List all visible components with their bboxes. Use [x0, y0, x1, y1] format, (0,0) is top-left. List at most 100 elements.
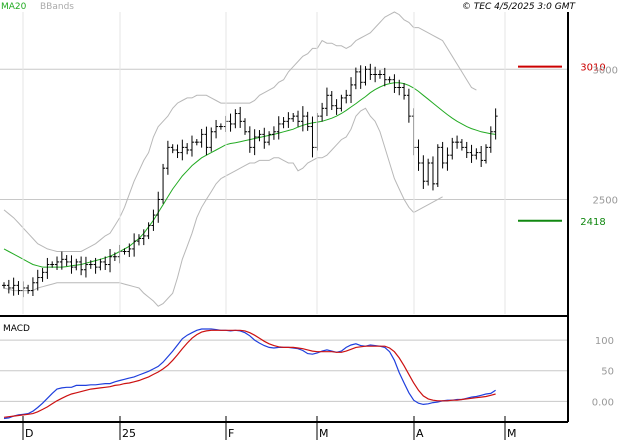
- x-tick: F: [225, 12, 234, 440]
- ohlc-bar: [488, 126, 493, 153]
- ohlc-bar: [136, 234, 141, 246]
- ohlc-bar: [233, 109, 238, 129]
- ohlc-bar: [165, 140, 170, 175]
- price-tick-label: 2500: [593, 195, 618, 206]
- price-levels: 3010 2418: [518, 63, 606, 228]
- ohlc-bar: [79, 256, 84, 276]
- ohlc-bar: [493, 108, 498, 140]
- ohlc-bar: [276, 116, 281, 140]
- macd-axis-labels: 100 50 0.00: [592, 336, 614, 408]
- ohlc-bar: [156, 191, 161, 223]
- ohlc-bar: [344, 89, 349, 104]
- ohlc-bar: [329, 91, 334, 111]
- ohlc-bar: [2, 282, 6, 289]
- x-tick-label: F: [228, 427, 234, 440]
- ohlc-bar: [55, 256, 60, 270]
- ohlc-bar: [35, 269, 40, 291]
- ohlc-bar: [88, 260, 93, 269]
- ohlc-bar: [349, 77, 354, 104]
- ohlc-bar: [373, 66, 378, 83]
- x-tick-label: A: [416, 427, 424, 440]
- ohlc-bar: [122, 248, 127, 255]
- ohlc-bar: [402, 83, 407, 100]
- ohlc-bar: [228, 113, 233, 132]
- ohlc-bar: [310, 116, 315, 158]
- ohlc-bar: [194, 139, 199, 146]
- ohlc-bar: [291, 112, 296, 122]
- ohlc-bar: [252, 129, 257, 156]
- ohlc-bar: [459, 139, 464, 151]
- ohlc-bar: [469, 144, 474, 163]
- x-tick: D: [22, 12, 33, 440]
- ohlc-bar: [112, 252, 117, 262]
- ohlc-bar: [98, 258, 103, 271]
- ohlc-bar: [132, 233, 137, 257]
- ohlc-bar: [108, 248, 113, 273]
- ohlc-bar: [440, 141, 445, 169]
- macd-gridlines: [0, 339, 568, 402]
- ohlc-bar: [11, 277, 16, 296]
- ohlc-bar: [45, 257, 50, 279]
- ohlc-bar: [484, 144, 488, 164]
- ohlc-bar: [146, 222, 151, 240]
- price-gridlines: [0, 68, 568, 200]
- ohlc-bar: [416, 139, 421, 171]
- legend-ma20: MA20: [1, 2, 27, 12]
- ohlc-bar: [397, 79, 402, 96]
- bb-lower-line: [3, 107, 443, 307]
- x-tick-label: 25: [122, 427, 136, 440]
- ohlc-bar: [353, 67, 358, 90]
- ohlc-bar: [286, 112, 291, 128]
- ohlc-bar: [6, 279, 11, 294]
- ohlc-bar: [257, 130, 262, 142]
- ohlc-bar: [450, 137, 455, 160]
- ohlc-bar: [170, 144, 175, 154]
- bb-upper-line: [3, 11, 477, 252]
- ohlc-bar: [382, 67, 387, 87]
- ohlc-bar: [377, 70, 382, 79]
- ohlc-bar: [430, 156, 435, 191]
- ohlc-bar: [296, 110, 301, 127]
- ohlc-bar: [238, 106, 243, 128]
- ohlc-bar: [161, 163, 166, 204]
- signal-series: [3, 329, 496, 418]
- macd-panel: 100 50 0.00 MACD: [0, 324, 614, 420]
- ohlc-bar: [151, 209, 156, 231]
- x-tick: A: [413, 12, 424, 440]
- ohlc-bar: [209, 127, 214, 152]
- ohlc-bar: [175, 144, 180, 159]
- ohlc-bar: [247, 126, 252, 153]
- ohlc-bar: [358, 65, 363, 89]
- ohlc-bar: [199, 128, 204, 148]
- ohlc-bar: [406, 88, 411, 123]
- ohlc-bar: [363, 66, 368, 86]
- ohlc-bar: [83, 256, 88, 278]
- ohlc-bar: [204, 126, 209, 156]
- ohlc-bar: [368, 63, 373, 80]
- timestamp: © TEC 4/5/2025 3:0 GMT: [462, 2, 577, 12]
- ohlc-bar: [324, 87, 329, 117]
- resistance-label: 3010: [580, 63, 605, 74]
- ohlc-bar: [180, 139, 185, 161]
- legend-bbands: BBands: [40, 2, 74, 12]
- ohlc-bar: [189, 135, 194, 157]
- ohlc-bar: [339, 94, 344, 112]
- macd-lines: [3, 328, 496, 420]
- ohlc-bar: [300, 106, 305, 132]
- ohlc-bar: [185, 143, 190, 155]
- ohlc-bar: [74, 258, 79, 271]
- macd-title: MACD: [3, 324, 30, 334]
- macd-series: [3, 328, 496, 420]
- ohlc-bar: [93, 257, 98, 274]
- ohlc-bar: [267, 131, 272, 146]
- ohlc-bar: [435, 144, 440, 187]
- price-panel: 3010 2418 2500 3000: [0, 11, 618, 314]
- x-axis-ticks: D 25 F M A M: [22, 12, 517, 440]
- ohlc-bar: [16, 281, 21, 295]
- ohlc-bar: [26, 284, 31, 294]
- ohlc-bar: [69, 255, 74, 274]
- ohlc-bar: [243, 118, 247, 135]
- ohlc-bar: [421, 155, 426, 189]
- ohlc-bar: [30, 277, 35, 297]
- ohlc-bar: [464, 141, 469, 159]
